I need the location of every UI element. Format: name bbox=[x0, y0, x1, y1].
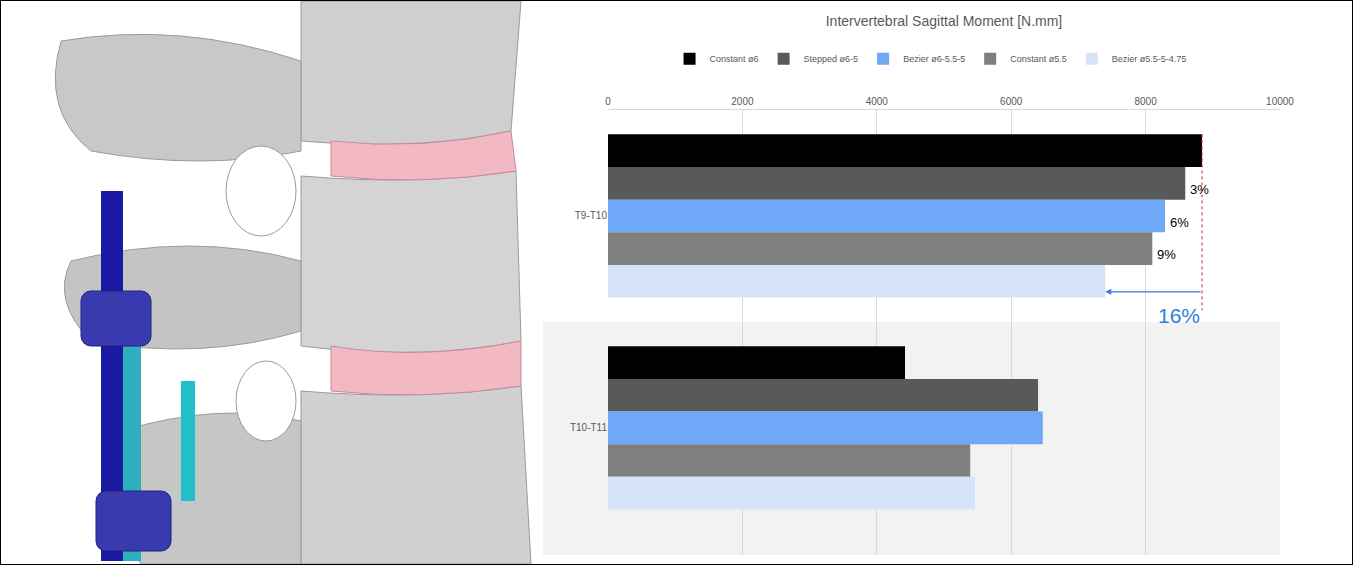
svg-text:6000: 6000 bbox=[1000, 96, 1023, 107]
svg-text:Constant ø5.5: Constant ø5.5 bbox=[1010, 54, 1067, 64]
svg-text:2000: 2000 bbox=[731, 96, 754, 107]
svg-text:8000: 8000 bbox=[1134, 96, 1157, 107]
svg-text:9%: 9% bbox=[1157, 247, 1176, 262]
svg-text:Bezier ø5.5-5-4.75: Bezier ø5.5-5-4.75 bbox=[1112, 54, 1187, 64]
svg-text:10000: 10000 bbox=[1266, 96, 1294, 107]
svg-text:Stepped ø6-5: Stepped ø6-5 bbox=[804, 54, 859, 64]
svg-text:16%: 16% bbox=[1158, 304, 1200, 327]
svg-text:Constant ø6: Constant ø6 bbox=[710, 54, 759, 64]
svg-text:Intervertebral Sagittal Moment: Intervertebral Sagittal Moment [N.mm] bbox=[826, 13, 1063, 29]
svg-text:0: 0 bbox=[605, 96, 611, 107]
svg-text:T10-T11: T10-T11 bbox=[570, 422, 607, 433]
svg-text:4000: 4000 bbox=[866, 96, 889, 107]
svg-text:Bezier ø6-5.5-5: Bezier ø6-5.5-5 bbox=[903, 54, 965, 64]
svg-text:6%: 6% bbox=[1170, 215, 1189, 230]
svg-text:T9-T10: T9-T10 bbox=[575, 210, 608, 221]
svg-text:3%: 3% bbox=[1190, 182, 1209, 197]
